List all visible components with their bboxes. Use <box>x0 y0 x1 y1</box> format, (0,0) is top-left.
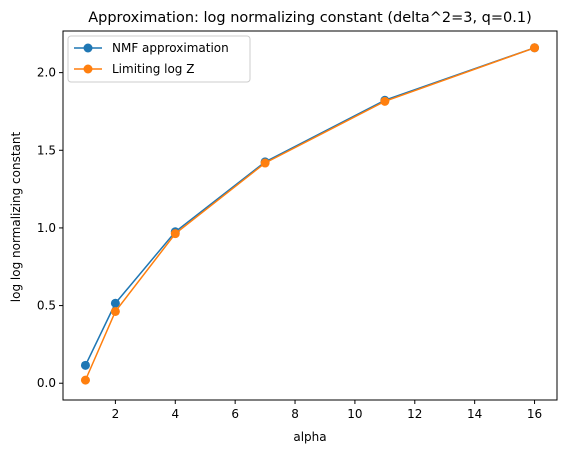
x-axis-ticks: 2 4 6 8 10 12 14 16 <box>112 400 542 421</box>
series-limiting-log-z <box>80 43 540 385</box>
data-point-limiting-log-z <box>530 43 540 53</box>
series-layer <box>80 43 540 385</box>
y-axis-label: log log normalizing constant <box>9 131 23 302</box>
y-tick-label: 0.5 <box>37 299 56 313</box>
data-point-limiting-log-z <box>80 375 90 385</box>
data-point-limiting-log-z <box>380 96 390 106</box>
data-point-limiting-log-z <box>260 158 270 168</box>
y-axis-ticks: 0.0 0.5 1.0 1.5 2.0 <box>37 66 63 390</box>
data-point-limiting-log-z <box>110 306 120 316</box>
legend-marker-limiting-log-z <box>83 64 93 74</box>
series-line-limiting-log-z <box>84 47 535 381</box>
x-tick-label: 16 <box>527 407 542 421</box>
x-tick-label: 2 <box>112 407 120 421</box>
x-tick-label: 10 <box>347 407 362 421</box>
legend-marker-nmf-approximation <box>83 43 93 53</box>
x-tick-label: 8 <box>291 407 299 421</box>
legend-entry-nmf-approximation: NMF approximation <box>74 41 229 55</box>
y-tick-label: 1.5 <box>37 143 56 157</box>
legend-label-limiting-log-z: Limiting log Z <box>112 62 194 76</box>
data-point-limiting-log-z <box>170 229 180 239</box>
legend: NMF approximation Limiting log Z <box>67 35 251 83</box>
x-tick-label: 6 <box>231 407 239 421</box>
chart-title: Approximation: log normalizing constant … <box>88 10 532 26</box>
x-tick-label: 4 <box>171 407 179 421</box>
series-line-nmf-approximation <box>84 47 535 366</box>
data-point-nmf-approximation <box>110 298 120 308</box>
x-axis-label: alpha <box>293 430 326 444</box>
legend-box <box>67 35 251 83</box>
y-tick-label: 0.0 <box>37 376 56 390</box>
legend-entry-limiting-log-z: Limiting log Z <box>74 62 194 76</box>
y-tick-label: 2.0 <box>37 66 56 80</box>
legend-label-nmf-approximation: NMF approximation <box>112 41 229 55</box>
y-tick-label: 1.0 <box>37 221 56 235</box>
x-tick-label: 14 <box>467 407 482 421</box>
x-tick-label: 12 <box>407 407 422 421</box>
plot-area: 2 4 6 8 10 12 14 16 0.0 0.5 1.0 1.5 2.0 <box>37 30 558 421</box>
axes-frame <box>62 30 558 401</box>
data-point-nmf-approximation <box>80 360 90 370</box>
